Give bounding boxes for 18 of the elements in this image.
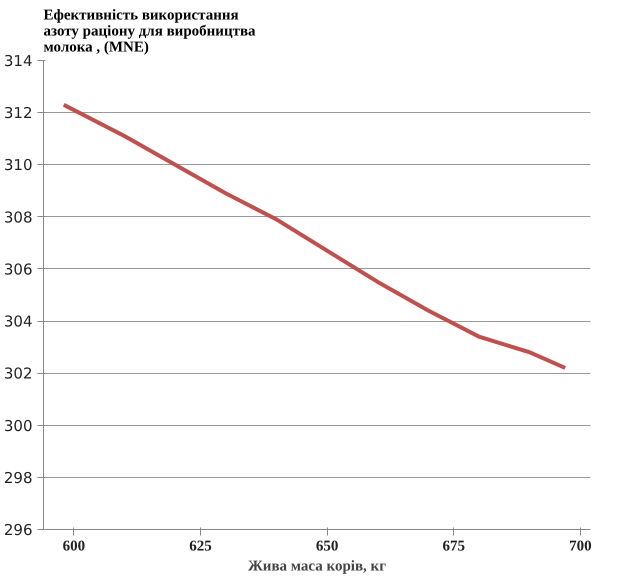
line-series [62, 102, 568, 370]
y-tick-label: 308 [4, 208, 33, 226]
x-tick-label: 700 [569, 538, 592, 554]
chart-title: Ефективність використання азоту раціону для виробництва молока , (MNE) [44, 8, 256, 56]
y-tick-label: 302 [4, 364, 33, 383]
x-tick-label: 625 [189, 538, 212, 554]
x-tick-label: 650 [316, 538, 338, 554]
y-tick-label: 304 [4, 312, 33, 331]
y-tick-label: 306 [4, 260, 33, 278]
y-tick-label: 296 [4, 521, 33, 539]
y-tick-label: 310 [4, 156, 33, 174]
y-tick-label: 298 [4, 468, 33, 487]
y-tick-label: 300 [4, 416, 33, 435]
x-tick-label: 675 [442, 538, 465, 554]
y-tick-label: 314 [4, 52, 33, 70]
x-axis-title: Жива маса корів, кг [248, 558, 386, 574]
y-tick-label: 312 [4, 104, 33, 122]
x-tick-label: 600 [62, 538, 86, 554]
